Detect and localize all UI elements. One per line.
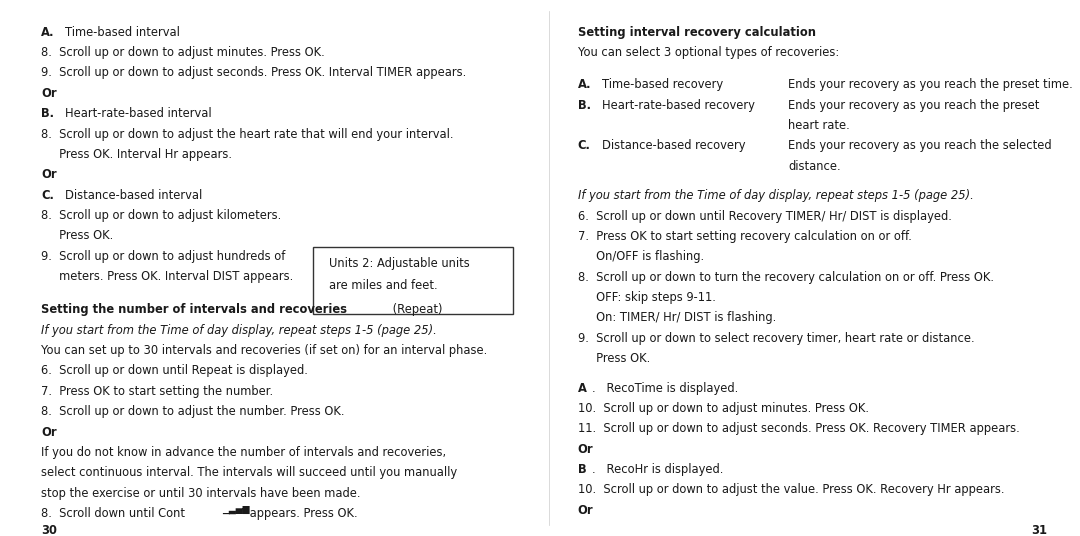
Text: 8.  Scroll up or down to adjust the number. Press OK.: 8. Scroll up or down to adjust the numbe… <box>41 405 345 418</box>
Text: If you start from the Time of day display, repeat steps 1-5 (page 25).: If you start from the Time of day displa… <box>578 189 973 202</box>
Text: 6.  Scroll up or down until Recovery TIMER/ Hr/ DIST is displayed.: 6. Scroll up or down until Recovery TIME… <box>578 210 951 222</box>
Text: OFF: skip steps 9-11.: OFF: skip steps 9-11. <box>578 291 716 304</box>
Text: .   RecoHr is displayed.: . RecoHr is displayed. <box>592 463 724 476</box>
Text: are miles and feet.: are miles and feet. <box>329 279 438 292</box>
Text: Distance-based interval: Distance-based interval <box>65 189 202 202</box>
Text: 9.  Scroll up or down to adjust hundreds of: 9. Scroll up or down to adjust hundreds … <box>41 250 285 263</box>
Text: 10.  Scroll up or down to adjust the value. Press OK. Recovery Hr appears.: 10. Scroll up or down to adjust the valu… <box>578 483 1004 496</box>
Text: B.: B. <box>41 107 54 120</box>
Text: 7.  Press OK to start setting the number.: 7. Press OK to start setting the number. <box>41 385 273 398</box>
Text: You can set up to 30 intervals and recoveries (if set on) for an interval phase.: You can set up to 30 intervals and recov… <box>41 344 487 357</box>
Text: Setting interval recovery calculation: Setting interval recovery calculation <box>578 26 815 39</box>
Text: 9.  Scroll up or down to select recovery timer, heart rate or distance.: 9. Scroll up or down to select recovery … <box>578 332 974 345</box>
Text: Heart-rate-based recovery: Heart-rate-based recovery <box>602 99 755 111</box>
Text: Press OK. Interval Hr appears.: Press OK. Interval Hr appears. <box>41 148 232 161</box>
Text: Ends your recovery as you reach the preset: Ends your recovery as you reach the pres… <box>788 99 1040 111</box>
Text: 10.  Scroll up or down to adjust minutes. Press OK.: 10. Scroll up or down to adjust minutes.… <box>578 402 868 415</box>
Text: Or: Or <box>41 87 56 100</box>
Text: meters. Press OK. Interval DIST appears.: meters. Press OK. Interval DIST appears. <box>41 270 294 283</box>
Text: 30: 30 <box>41 524 57 536</box>
Text: If you do not know in advance the number of intervals and recoveries,: If you do not know in advance the number… <box>41 446 446 459</box>
Text: On/OFF is flashing.: On/OFF is flashing. <box>578 250 704 263</box>
Text: 9.  Scroll up or down to adjust seconds. Press OK. Interval TIMER appears.: 9. Scroll up or down to adjust seconds. … <box>41 66 467 79</box>
Text: (Repeat): (Repeat) <box>389 303 443 316</box>
Text: You can select 3 optional types of recoveries:: You can select 3 optional types of recov… <box>578 46 839 59</box>
Text: C.: C. <box>41 189 54 202</box>
Text: B: B <box>578 463 586 476</box>
Text: A.: A. <box>578 78 592 91</box>
Text: Heart-rate-based interval: Heart-rate-based interval <box>65 107 212 120</box>
Text: B.: B. <box>578 99 591 111</box>
Text: 8.  Scroll up or down to adjust minutes. Press OK.: 8. Scroll up or down to adjust minutes. … <box>41 46 325 59</box>
Text: On: TIMER/ Hr/ DIST is flashing.: On: TIMER/ Hr/ DIST is flashing. <box>578 311 777 324</box>
Text: A.: A. <box>41 26 54 39</box>
Text: Setting the number of intervals and recoveries: Setting the number of intervals and reco… <box>41 303 347 316</box>
Text: heart rate.: heart rate. <box>788 119 850 132</box>
Text: Or: Or <box>578 443 593 456</box>
Text: C.: C. <box>578 139 591 152</box>
Text: 8.  Scroll down until Cont: 8. Scroll down until Cont <box>41 507 189 520</box>
Text: stop the exercise or until 30 intervals have been made.: stop the exercise or until 30 intervals … <box>41 487 361 500</box>
Text: Or: Or <box>41 426 56 438</box>
Text: Or: Or <box>578 504 593 517</box>
Text: 7.  Press OK to start setting recovery calculation on or off.: 7. Press OK to start setting recovery ca… <box>578 230 912 243</box>
Text: appears. Press OK.: appears. Press OK. <box>246 507 357 520</box>
Text: Time-based recovery: Time-based recovery <box>602 78 723 91</box>
Text: 31: 31 <box>1031 524 1048 536</box>
Text: Or: Or <box>41 168 56 181</box>
Text: Ends your recovery as you reach the selected: Ends your recovery as you reach the sele… <box>788 139 1052 152</box>
Text: Time-based interval: Time-based interval <box>65 26 179 39</box>
Text: Distance-based recovery: Distance-based recovery <box>602 139 745 152</box>
Text: select continuous interval. The intervals will succeed until you manually: select continuous interval. The interval… <box>41 466 457 479</box>
Text: Ends your recovery as you reach the preset time.: Ends your recovery as you reach the pres… <box>788 78 1074 91</box>
Text: 6.  Scroll up or down until Repeat is displayed.: 6. Scroll up or down until Repeat is dis… <box>41 364 308 377</box>
Text: distance.: distance. <box>788 160 841 173</box>
Text: If you start from the Time of day display, repeat steps 1-5 (page 25).: If you start from the Time of day displa… <box>41 324 436 337</box>
Text: 8.  Scroll up or down to adjust kilometers.: 8. Scroll up or down to adjust kilometer… <box>41 209 281 222</box>
Text: 8.  Scroll up or down to adjust the heart rate that will end your interval.: 8. Scroll up or down to adjust the heart… <box>41 128 454 140</box>
Text: 11.  Scroll up or down to adjust seconds. Press OK. Recovery TIMER appears.: 11. Scroll up or down to adjust seconds.… <box>578 422 1020 435</box>
Text: Units 2: Adjustable units: Units 2: Adjustable units <box>329 257 470 270</box>
Text: ▁▃▅▇: ▁▃▅▇ <box>222 505 249 515</box>
Text: 8.  Scroll up or down to turn the recovery calculation on or off. Press OK.: 8. Scroll up or down to turn the recover… <box>578 271 994 284</box>
Text: A: A <box>578 382 586 394</box>
Text: .   RecoTime is displayed.: . RecoTime is displayed. <box>592 382 738 394</box>
Text: Press OK.: Press OK. <box>41 229 113 242</box>
FancyBboxPatch shape <box>313 247 513 314</box>
Text: Press OK.: Press OK. <box>578 352 650 365</box>
